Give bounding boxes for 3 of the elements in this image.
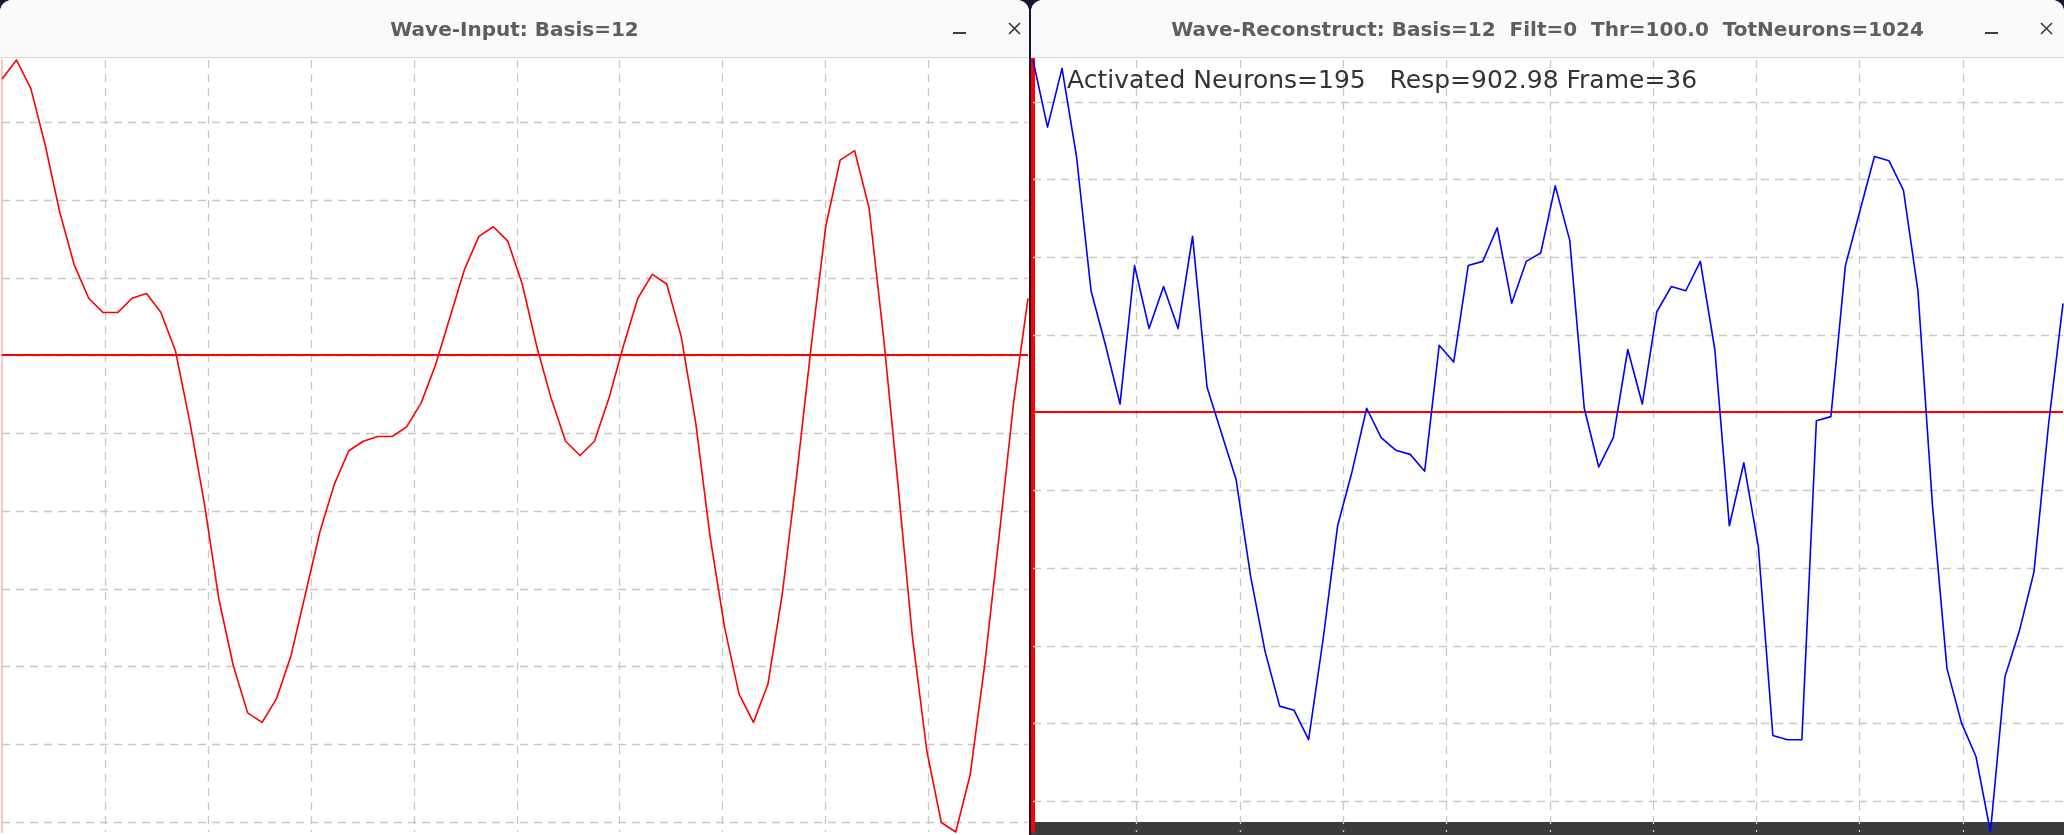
chart-title: Wave-Reconstruct: Basis=12 Filt=0 Thr=100.0 TotNeurons=1024 xyxy=(1171,16,1924,41)
annotation: Activated Neurons=195 Resp=902.98 Frame=36 xyxy=(1067,65,1698,94)
chart-title: Wave-Input: Basis=12 xyxy=(390,16,639,41)
